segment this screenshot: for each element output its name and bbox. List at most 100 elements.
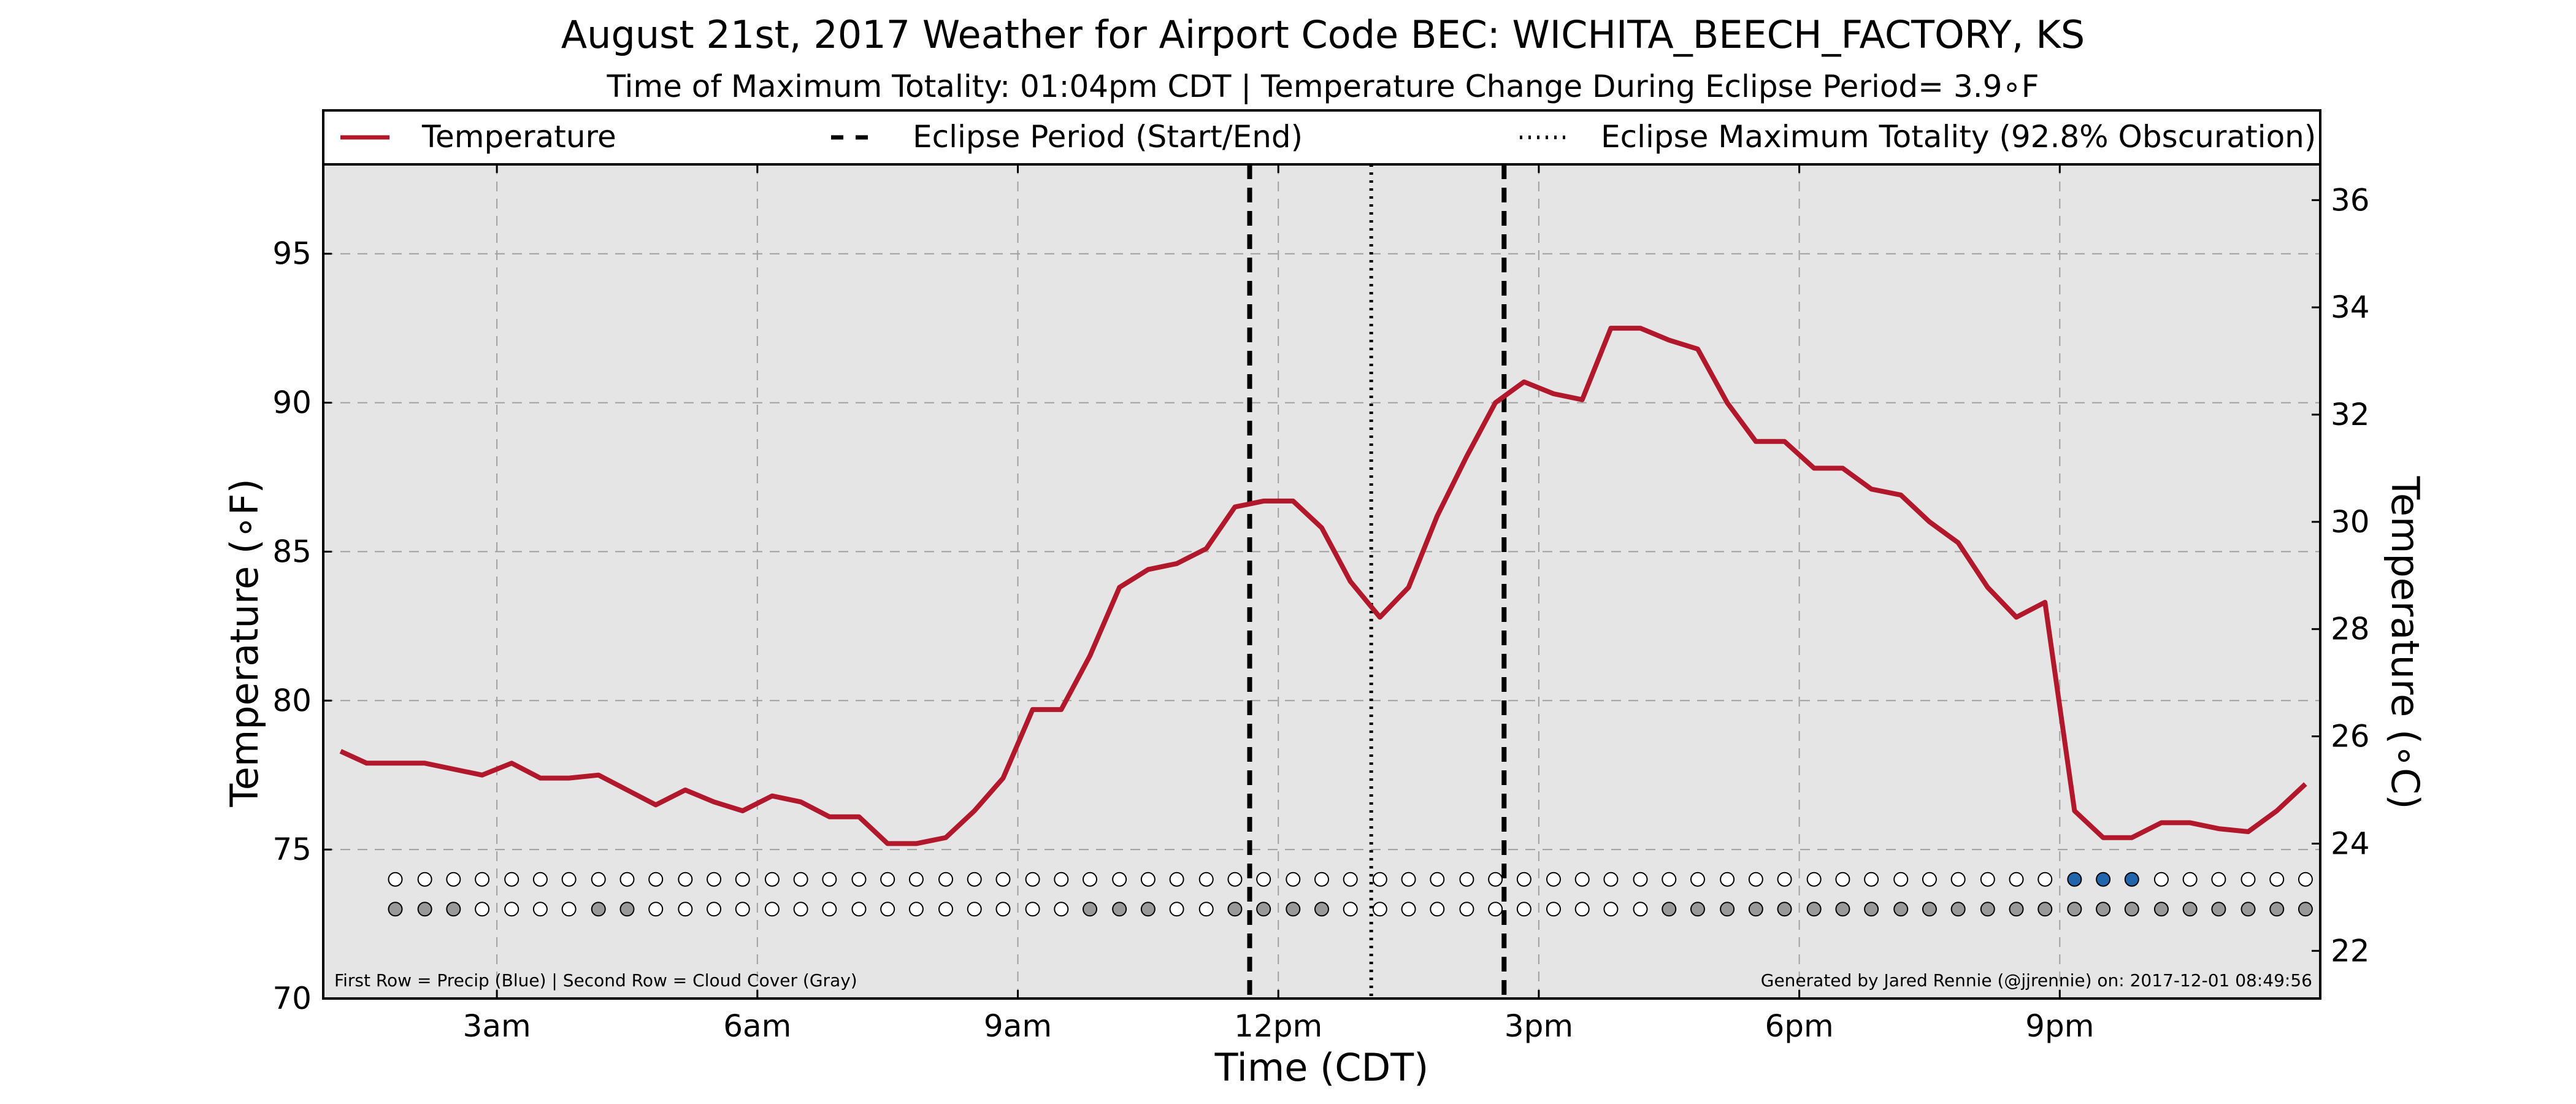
precip-dot bbox=[1198, 872, 1214, 887]
precip-dot bbox=[1430, 872, 1445, 887]
temperature-line bbox=[339, 326, 2307, 846]
precip-dot bbox=[1083, 872, 1098, 887]
cloud-cover-dot bbox=[1488, 902, 1503, 917]
precip-dot bbox=[2211, 872, 2226, 887]
y-right-tick-label: 24 bbox=[2331, 826, 2370, 861]
y-right-tick-label: 28 bbox=[2331, 611, 2370, 647]
precip-dot bbox=[908, 872, 924, 887]
eclipse-lines bbox=[1247, 164, 1507, 999]
y-axis-ticks-right: 22 24 26 28 30 32 34 36 bbox=[2312, 182, 2370, 968]
footnote-left: First Row = Precip (Blue) | Second Row =… bbox=[334, 970, 857, 991]
precip-dot bbox=[388, 872, 403, 887]
cloud-cover-dot bbox=[1256, 902, 1271, 917]
y-right-tick-label: 36 bbox=[2331, 182, 2370, 218]
cloud-cover-dot bbox=[561, 902, 577, 917]
cloud-cover-dot bbox=[1922, 902, 1937, 917]
cloud-cover-dot bbox=[1314, 902, 1329, 917]
cloud-cover-dot bbox=[446, 902, 461, 917]
x-tick-label: 9am bbox=[984, 1008, 1052, 1044]
cloud-cover-dot bbox=[908, 902, 924, 917]
legend-label-eclipse-max: Eclipse Maximum Totality (92.8% Obscurat… bbox=[1601, 119, 2316, 155]
cloud-cover-dot bbox=[2037, 902, 2053, 917]
cloud-cover-dot bbox=[1140, 902, 1156, 917]
cloud-cover-dot bbox=[2241, 902, 2256, 917]
x-tick-label: 3pm bbox=[1505, 1008, 1573, 1044]
precip-dot bbox=[851, 872, 867, 887]
cloud-cover-dot bbox=[1083, 902, 1098, 917]
chart-title: August 21st, 2017 Weather for Airport Co… bbox=[561, 12, 2085, 57]
precip-dot bbox=[2241, 872, 2256, 887]
plot-area bbox=[323, 164, 2320, 999]
precip-dot bbox=[735, 872, 750, 887]
cloud-cover-dot bbox=[1633, 902, 1648, 917]
precip-dot bbox=[2298, 872, 2313, 887]
precip-dot bbox=[1574, 872, 1590, 887]
y-axis-label-right: Temperature (∘C) bbox=[2383, 476, 2428, 810]
cloud-cover-dot bbox=[504, 902, 519, 917]
x-tick-label: 9pm bbox=[2025, 1008, 2094, 1044]
cloud-cover-dot bbox=[2298, 902, 2313, 917]
precip-dot bbox=[1372, 872, 1387, 887]
precip-dot bbox=[1516, 872, 1531, 887]
cloud-cover-dot bbox=[2124, 902, 2139, 917]
cloud-cover-dot bbox=[1690, 902, 1705, 917]
cloud-cover-dot bbox=[2067, 902, 2082, 917]
observation-rows bbox=[388, 872, 2313, 917]
y-tick-label: 85 bbox=[272, 534, 312, 569]
precip-dot bbox=[793, 872, 808, 887]
precip-dot bbox=[475, 872, 490, 887]
precip-dot bbox=[648, 872, 664, 887]
cloud-cover-dot bbox=[1372, 902, 1387, 917]
precip-dot bbox=[1806, 872, 1822, 887]
cloud-cover-dot bbox=[1806, 902, 1822, 917]
precip-dot bbox=[764, 872, 780, 887]
cloud-cover-dot bbox=[591, 902, 606, 917]
precip-dot bbox=[417, 872, 432, 887]
cloud-cover-dot bbox=[1748, 902, 1763, 917]
cloud-cover-dot bbox=[2009, 902, 2024, 917]
precip-dot bbox=[1690, 872, 1705, 887]
cloud-cover-dot bbox=[1980, 902, 1995, 917]
cloud-cover-dot bbox=[1835, 902, 1850, 917]
y-right-tick-label: 26 bbox=[2331, 719, 2370, 754]
cloud-cover-dot bbox=[764, 902, 780, 917]
y-axis-ticks-left: 70 75 80 85 90 95 bbox=[272, 236, 332, 1016]
cloud-cover-dot bbox=[707, 902, 722, 917]
legend-box bbox=[322, 109, 2321, 166]
precip-dot bbox=[822, 872, 837, 887]
legend-label-eclipse-period: Eclipse Period (Start/End) bbox=[913, 119, 1303, 155]
precip-dot bbox=[1054, 872, 1069, 887]
precip-dot bbox=[1748, 872, 1763, 887]
cloud-cover-dot bbox=[1169, 902, 1184, 917]
precip-dot bbox=[880, 872, 895, 887]
cloud-cover-dot bbox=[1603, 902, 1619, 917]
y-tick-label: 90 bbox=[272, 385, 312, 421]
precip-dot bbox=[1488, 872, 1503, 887]
y-tick-label: 80 bbox=[272, 683, 312, 718]
precip-dot bbox=[1401, 872, 1416, 887]
x-tick-label: 6pm bbox=[1765, 1008, 1833, 1044]
cloud-cover-dot bbox=[532, 902, 548, 917]
precip-dot bbox=[707, 872, 722, 887]
cloud-cover-dot bbox=[678, 902, 693, 917]
cloud-cover-dot bbox=[1720, 902, 1735, 917]
gridlines bbox=[323, 164, 2320, 999]
precip-dot bbox=[1286, 872, 1301, 887]
cloud-cover-dot bbox=[1864, 902, 1879, 917]
cloud-cover-dot bbox=[793, 902, 808, 917]
precip-dot bbox=[561, 872, 577, 887]
y-tick-label: 75 bbox=[272, 832, 312, 867]
cloud-cover-dot bbox=[388, 902, 403, 917]
precip-dot bbox=[2096, 872, 2111, 887]
cloud-cover-dot bbox=[1112, 902, 1127, 917]
precip-dot bbox=[1777, 872, 1792, 887]
cloud-cover-dot bbox=[475, 902, 490, 917]
precip-dot bbox=[1256, 872, 1271, 887]
precip-dot bbox=[678, 872, 693, 887]
cloud-cover-dot bbox=[2269, 902, 2285, 917]
precip-dot bbox=[938, 872, 954, 887]
cloud-cover-dot bbox=[2153, 902, 2169, 917]
precip-dot bbox=[1835, 872, 1850, 887]
x-tick-label: 12pm bbox=[1234, 1008, 1322, 1044]
